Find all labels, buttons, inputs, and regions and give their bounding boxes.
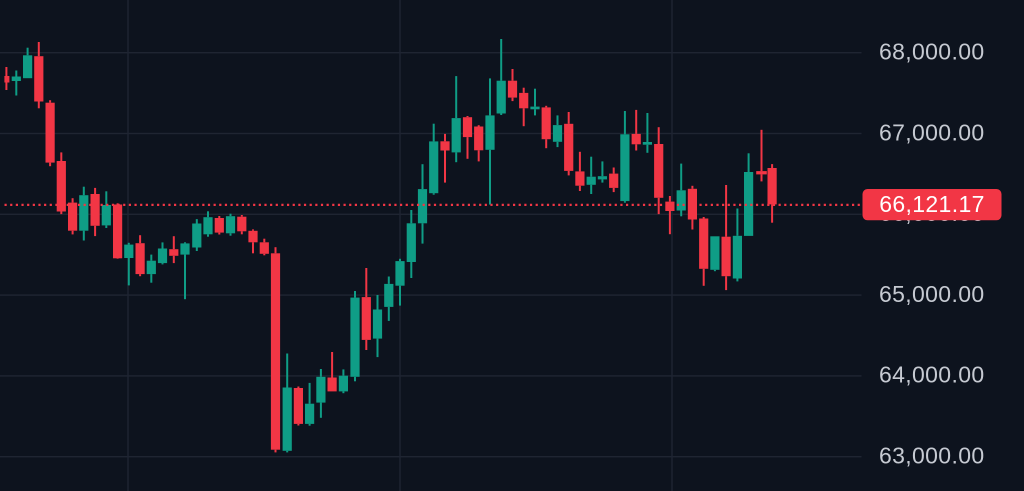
svg-text:63,000.00: 63,000.00 [879,443,984,469]
svg-text:68,000.00: 68,000.00 [879,39,984,65]
svg-text:67,000.00: 67,000.00 [879,119,984,145]
svg-text:66,121.17: 66,121.17 [879,191,984,217]
svg-text:64,000.00: 64,000.00 [879,362,984,388]
svg-text:65,000.00: 65,000.00 [879,281,984,307]
